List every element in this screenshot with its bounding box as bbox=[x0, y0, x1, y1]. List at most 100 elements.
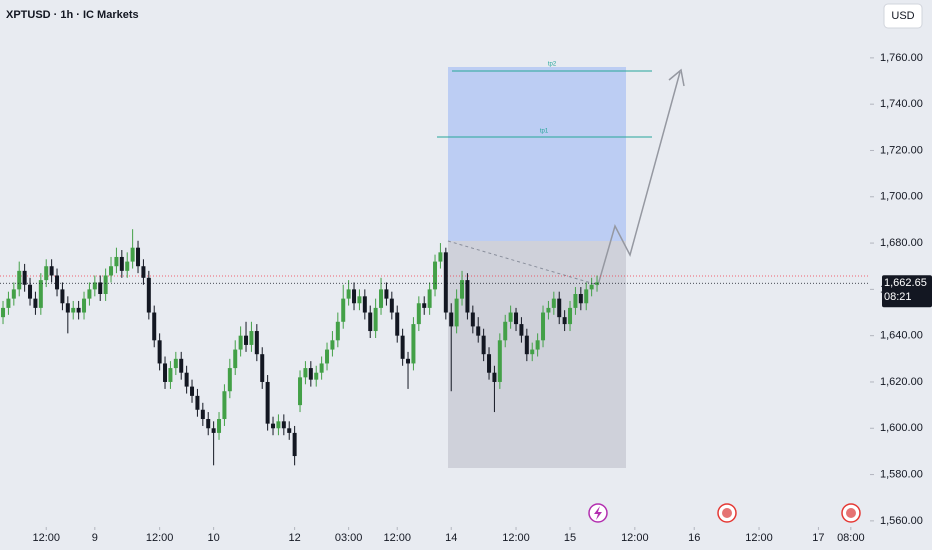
candle-body bbox=[17, 270, 22, 290]
candle-body bbox=[400, 335, 405, 359]
x-tick-label: 12:00 bbox=[146, 532, 174, 544]
candle-body bbox=[65, 303, 70, 313]
x-tick-label: 12:00 bbox=[745, 532, 773, 544]
candle-body bbox=[49, 266, 54, 276]
candle-body bbox=[346, 289, 351, 299]
candle-body bbox=[514, 312, 519, 325]
last-price-label: 1,662.65 bbox=[884, 277, 927, 289]
candle-body bbox=[481, 335, 486, 355]
candle-body bbox=[146, 277, 151, 313]
x-tick-label: 15 bbox=[564, 532, 576, 544]
candle-body bbox=[109, 266, 114, 276]
candle-body bbox=[298, 377, 303, 406]
candle-body bbox=[76, 307, 81, 313]
candle-body bbox=[573, 294, 578, 308]
candle-body bbox=[206, 419, 211, 429]
candle-body bbox=[1, 307, 6, 318]
candle-body bbox=[114, 256, 119, 267]
candle-body bbox=[373, 307, 378, 332]
candle-body bbox=[119, 256, 124, 271]
candle-body bbox=[551, 298, 556, 308]
candle-body bbox=[508, 312, 513, 322]
candle-body bbox=[416, 303, 421, 325]
candle-body bbox=[168, 368, 173, 382]
candle-body bbox=[249, 331, 254, 345]
candle-body bbox=[535, 340, 540, 350]
candle-body bbox=[362, 296, 367, 313]
tp2-label: tp2 bbox=[548, 62, 557, 68]
candle-body bbox=[71, 307, 76, 313]
candle-body bbox=[157, 340, 162, 364]
candle-body bbox=[562, 317, 567, 325]
y-tick-label: 1,760.00 bbox=[880, 52, 923, 64]
candle-body bbox=[141, 266, 146, 278]
y-tick-label: 1,560.00 bbox=[880, 515, 923, 527]
event-glyph bbox=[594, 506, 602, 520]
candle-body bbox=[341, 298, 346, 322]
y-tick-label: 1,680.00 bbox=[880, 237, 923, 249]
candle-body bbox=[308, 368, 313, 380]
entry-line bbox=[447, 240, 599, 286]
candle-body bbox=[584, 289, 589, 304]
candle-body bbox=[589, 284, 594, 290]
candle-body bbox=[38, 280, 43, 308]
y-tick-label: 1,580.00 bbox=[880, 468, 923, 480]
candle-body bbox=[314, 372, 319, 380]
candle-body bbox=[319, 363, 324, 373]
candle-body bbox=[276, 421, 281, 429]
candle-body bbox=[44, 266, 49, 281]
candle-body bbox=[103, 275, 108, 295]
candle-body bbox=[82, 298, 87, 313]
candle-body bbox=[254, 331, 259, 355]
y-tick-label: 1,620.00 bbox=[880, 376, 923, 388]
candle-body bbox=[238, 335, 243, 350]
candle-body bbox=[292, 432, 297, 457]
y-tick-label: 1,720.00 bbox=[880, 144, 923, 156]
candle-body bbox=[217, 419, 222, 433]
y-tick-label: 1,600.00 bbox=[880, 422, 923, 434]
candle-body bbox=[87, 289, 92, 299]
candle-body bbox=[492, 372, 497, 382]
candle-body bbox=[271, 423, 276, 429]
last-price-box bbox=[882, 275, 932, 308]
candle-body bbox=[519, 324, 524, 336]
candle-body bbox=[152, 312, 157, 341]
x-tick-label: 16 bbox=[688, 532, 700, 544]
candle-body bbox=[6, 298, 11, 308]
x-tick-label: 03:00 bbox=[335, 532, 363, 544]
candles bbox=[1, 229, 600, 466]
candle-body bbox=[368, 312, 373, 332]
candle-body bbox=[352, 289, 357, 304]
candle-body bbox=[438, 252, 443, 262]
candle-body bbox=[487, 354, 492, 373]
candle-body bbox=[55, 275, 60, 290]
candle-body bbox=[190, 386, 195, 396]
event-glyph bbox=[846, 508, 856, 518]
currency-button[interactable] bbox=[883, 3, 923, 29]
candle-body bbox=[503, 321, 508, 341]
candle-body bbox=[200, 409, 205, 420]
candle-body bbox=[281, 421, 286, 429]
candle-body bbox=[530, 349, 535, 355]
candle-body bbox=[427, 289, 432, 308]
candle-body bbox=[60, 289, 65, 304]
candle-body bbox=[335, 321, 340, 341]
candle-body bbox=[125, 261, 130, 271]
candle-body bbox=[173, 358, 178, 369]
candle-body bbox=[578, 294, 583, 304]
candle-body bbox=[406, 358, 411, 364]
candle-body bbox=[287, 428, 292, 433]
candle-body bbox=[470, 312, 475, 327]
candle-body bbox=[22, 270, 27, 285]
candle-body bbox=[233, 349, 238, 369]
candle-body bbox=[443, 252, 448, 313]
candle-body bbox=[524, 335, 529, 355]
candle-body bbox=[195, 395, 200, 410]
candle-body bbox=[379, 289, 384, 308]
y-tick-label: 1,640.00 bbox=[880, 330, 923, 342]
candle-body bbox=[11, 289, 16, 299]
x-tick-label: 9 bbox=[92, 532, 98, 544]
candle-body bbox=[465, 280, 470, 313]
candle-body bbox=[395, 312, 400, 336]
currency-label[interactable]: USD bbox=[891, 10, 914, 22]
